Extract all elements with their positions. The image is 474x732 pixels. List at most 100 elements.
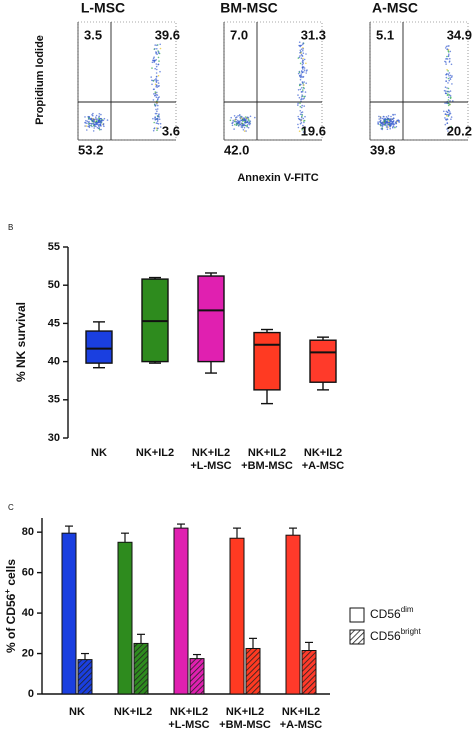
cell-dot — [300, 70, 303, 72]
y-tick-label: 20 — [22, 647, 34, 659]
cell-dot — [301, 114, 304, 116]
cell-dot — [157, 114, 160, 116]
cell-dot — [233, 128, 235, 130]
cell-dot — [302, 98, 304, 100]
x-tick-label: NK+IL2 — [136, 447, 174, 459]
legend-swatch — [349, 629, 365, 645]
cell-dot — [88, 116, 91, 118]
cell-dot — [87, 118, 90, 120]
bar — [189, 658, 205, 695]
cell-dot — [158, 118, 161, 120]
cell-dot — [447, 130, 449, 132]
cell-dot — [240, 122, 242, 124]
legend-name: CD56 — [370, 607, 401, 621]
cell-dot — [450, 63, 453, 66]
cell-dot — [449, 74, 452, 77]
cell-dot — [300, 122, 303, 124]
cell-dot — [154, 116, 156, 118]
cell-dot — [302, 57, 304, 60]
cell-dot — [444, 60, 446, 63]
cell-dot — [391, 118, 394, 120]
cell-dot — [448, 79, 451, 82]
cell-dot — [95, 125, 97, 128]
cell-dot — [447, 77, 450, 80]
cell-dot — [379, 120, 381, 123]
cell-dot — [297, 102, 299, 105]
cell-dot — [236, 120, 238, 123]
cell-dot — [247, 116, 250, 119]
cell-dot — [153, 56, 155, 58]
cell-dot — [157, 79, 159, 82]
cell-dot — [85, 125, 88, 127]
legend-sup: dim — [401, 605, 414, 614]
y-axis-label: % of CD56+ cells — [3, 559, 18, 653]
cell-dot — [240, 115, 243, 118]
cell-dot — [156, 110, 158, 112]
legend-sup: bright — [401, 627, 422, 636]
y-axis-label-part: % of CD56 — [4, 593, 18, 653]
y-axis-label: % NK survival — [14, 302, 28, 382]
cell-dot — [303, 105, 306, 107]
cell-dot — [447, 93, 449, 95]
cell-dot — [154, 44, 156, 46]
quadrant-value: 3.6 — [162, 123, 180, 138]
cell-dot — [155, 65, 158, 68]
cell-dot — [395, 120, 398, 123]
cell-dot — [235, 116, 237, 119]
cell-dot — [297, 89, 300, 91]
cell-dot — [447, 90, 449, 93]
cell-dot — [389, 127, 392, 130]
cell-dot — [237, 115, 239, 117]
panel-label: B — [8, 223, 13, 232]
cell-dot — [154, 48, 156, 50]
cell-dot — [99, 121, 101, 124]
cell-dot — [151, 67, 153, 69]
cell-dot — [302, 117, 305, 120]
cell-dot — [234, 123, 236, 126]
cell-dot — [151, 83, 153, 86]
cell-dot — [98, 115, 100, 117]
cell-dot — [446, 94, 449, 96]
cell-dot — [448, 72, 451, 74]
cell-dot — [384, 121, 386, 123]
cell-dot — [302, 48, 305, 50]
cell-dot — [159, 70, 161, 73]
cell-dot — [447, 102, 450, 105]
cell-dot — [302, 52, 305, 54]
cell-dot — [301, 111, 304, 113]
cell-dot — [239, 114, 241, 116]
cell-dot — [103, 125, 105, 128]
cell-dot — [299, 49, 302, 52]
cell-dot — [301, 129, 304, 131]
cell-dot — [154, 67, 156, 70]
cell-dot — [302, 42, 305, 44]
cell-dot — [84, 122, 87, 124]
cell-dot — [302, 61, 304, 63]
cell-dot — [383, 119, 386, 122]
y-tick-label: 35 — [48, 394, 60, 406]
cell-dot — [152, 129, 155, 132]
cell-dot — [303, 81, 306, 83]
y-tick-label: 60 — [22, 567, 34, 579]
dot-plot — [223, 21, 323, 141]
cell-dot — [299, 118, 301, 121]
cell-dot — [246, 124, 249, 126]
cell-dot — [443, 89, 446, 92]
cell-dot — [154, 118, 156, 120]
cell-dot — [157, 56, 160, 59]
cell-dot — [444, 123, 447, 126]
cell-dot — [299, 55, 301, 57]
cell-dot — [449, 95, 452, 97]
quadrant-value: 7.0 — [230, 27, 248, 42]
cell-dot — [158, 96, 160, 98]
cell-dot — [152, 57, 155, 60]
cell-dot — [158, 52, 161, 55]
cell-dot — [299, 45, 302, 48]
cell-dot — [299, 102, 301, 105]
cell-dot — [300, 73, 303, 75]
cell-dot — [155, 79, 158, 81]
cell-dot — [445, 110, 448, 113]
cell-dot — [389, 118, 392, 121]
cell-dot — [99, 124, 102, 127]
cell-dot — [303, 67, 306, 69]
